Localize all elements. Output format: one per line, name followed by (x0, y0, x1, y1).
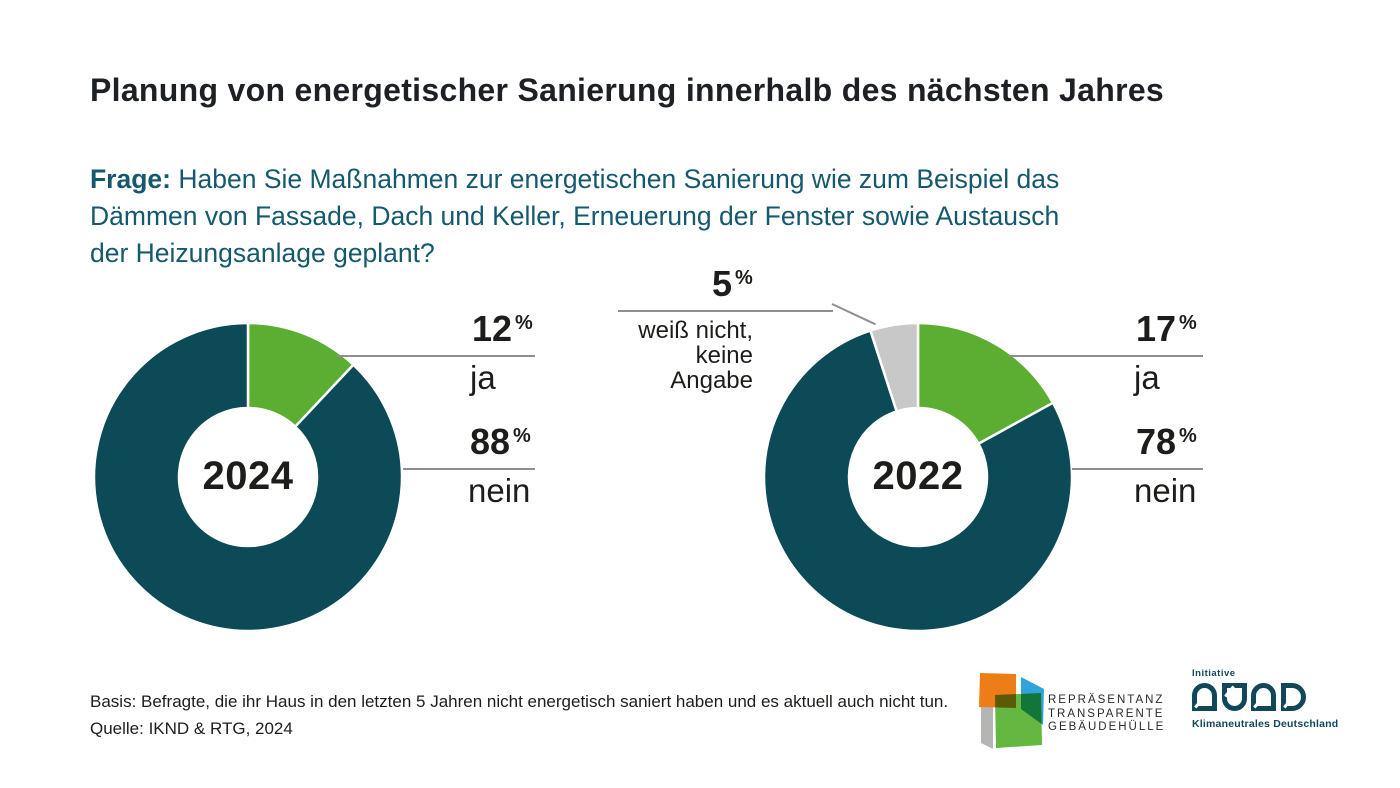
question-line-2: Dämmen von Fassade, Dach und Keller, Ern… (90, 201, 1060, 231)
knd-leaf-glyph-1 (1192, 683, 1217, 711)
donut-chart-2022: 2022 (762, 321, 1074, 633)
cube-face-green (995, 693, 1042, 748)
percent-sign: % (515, 312, 533, 334)
iknd-leaf-glyphs (1192, 683, 1338, 711)
knd-leaf-glyph-2 (1221, 683, 1247, 711)
donut-center-label-2024: 2024 (202, 454, 294, 498)
question-line-1: Frage: Haben Sie Maßnahmen zur energetis… (90, 161, 1059, 198)
callout-2022-weiss-label-line2: keine Angabe (670, 342, 753, 394)
callout-2022-weiss-nicht: 5% weiß nicht, keine Angabe (618, 266, 876, 394)
callout-2022-ja: 17% ja (1008, 311, 1203, 399)
callout-2022-weiss-value: 5% (618, 266, 833, 308)
callout-rule (1072, 468, 1203, 470)
iknd-logo: Initiative Klimaneutrales Deutschland (1192, 668, 1338, 730)
callout-rule (336, 355, 535, 357)
source-note: Quelle: IKND & RTG, 2024 (90, 719, 293, 738)
value-2024-ja: 12 (472, 308, 513, 349)
question-line-3: der Heizungsanlage geplant? (90, 238, 435, 268)
question-prefix: Frage: (90, 164, 171, 194)
iknd-initiative-label: Initiative (1192, 668, 1236, 679)
callout-2024-nein-value: 88% (403, 424, 535, 466)
rtg-line-1: REPRÄSENTANZ (1048, 694, 1165, 706)
value-2024-nein: 88 (470, 421, 511, 462)
question-text: Frage: Haben Sie Maßnahmen zur energetis… (90, 161, 1059, 272)
callout-2022-weiss-label-line1: weiß nicht, (638, 317, 753, 344)
knd-leaf-glyph-3 (1251, 683, 1276, 711)
basis-note: Basis: Befragte, die ihr Haus in den let… (90, 692, 949, 711)
footer-note: Basis: Befragte, die ihr Haus in den let… (90, 688, 948, 742)
donut-slice-weiß-nicht-keine-Angabe (869, 321, 920, 413)
donut-center-label-2022: 2022 (872, 454, 964, 498)
percent-sign: % (1179, 312, 1197, 334)
callout-2024-ja-label: ja (470, 359, 496, 396)
callout-2022-nein-value: 78% (1072, 424, 1203, 466)
callout-rule (403, 468, 535, 470)
rtg-cube-logo-icon (979, 673, 1044, 749)
donut-chart-2024: 2024 (92, 321, 404, 633)
callout-2022-nein: 78% nein (1072, 424, 1203, 512)
callout-2024-nein: 88% nein (403, 424, 535, 512)
donut-slice-nein (92, 321, 404, 633)
knd-leaf-glyph-4 (1280, 683, 1306, 711)
page-title: Planung von energetischer Sanierung inne… (90, 72, 1165, 108)
callout-2024-ja-value: 12% (336, 311, 535, 353)
question-line-1-rest: Haben Sie Maßnahmen zur energetischen Sa… (171, 164, 1060, 194)
callout-2022-nein-label: nein (1134, 472, 1197, 509)
iknd-name-label: Klimaneutrales Deutschland (1192, 718, 1339, 730)
callout-2024-nein-label: nein (468, 472, 531, 509)
callout-2024-ja: 12% ja (336, 311, 535, 399)
percent-sign: % (1179, 425, 1197, 447)
value-2022-nein: 78 (1136, 421, 1177, 462)
percent-sign: % (735, 267, 753, 289)
value-2022-weiss: 5 (712, 263, 733, 304)
rtg-line-3: GEBÄUDEHÜLLE (1048, 721, 1166, 733)
donut-slice-nein (762, 329, 1074, 633)
donut-svg-2024 (92, 321, 404, 633)
value-2022-ja: 17 (1136, 308, 1177, 349)
percent-sign: % (513, 425, 531, 447)
callout-2022-ja-value: 17% (1008, 311, 1203, 353)
callout-rule (1008, 355, 1203, 357)
rtg-line-2: TRANSPARENTE (1048, 707, 1165, 720)
rtg-logo-text: REPRÄSENTANZ TRANSPARENTE GEBÄUDEHÜLLE (1048, 694, 1165, 735)
donut-slice-ja (916, 321, 1055, 446)
callout-2022-ja-label: ja (1134, 359, 1160, 396)
donut-svg-2022 (762, 321, 1074, 633)
cube-face-gray (981, 695, 993, 749)
callout-rule (618, 310, 833, 312)
